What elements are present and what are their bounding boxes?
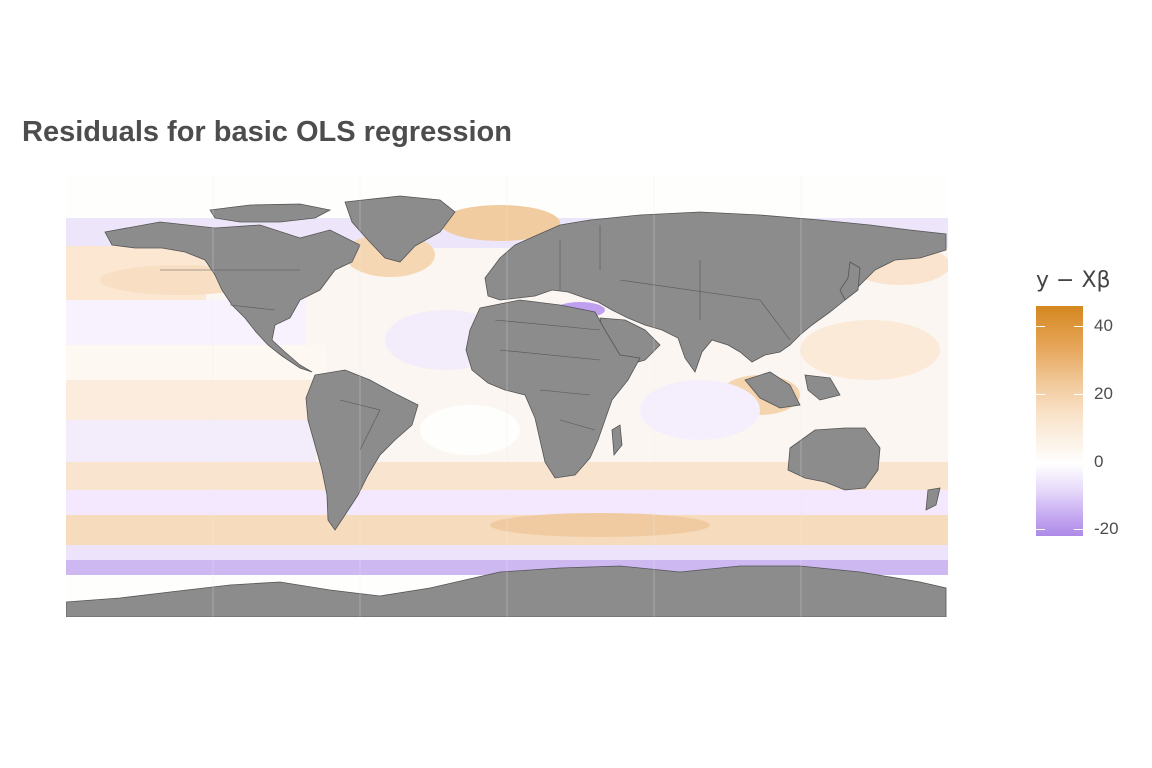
land-greenland	[344, 195, 456, 263]
land-africa	[465, 299, 641, 479]
map-title: Residuals for basic OLS regression	[22, 116, 512, 148]
land-north-america	[104, 221, 361, 373]
legend-tick-label: -20	[1094, 519, 1119, 539]
graticule	[212, 176, 802, 617]
legend-colorbar	[1036, 306, 1083, 536]
legend-tick-label: 40	[1094, 316, 1113, 336]
land-australia	[787, 427, 881, 491]
country-borders	[160, 225, 791, 451]
legend-tick-label: 0	[1094, 451, 1104, 471]
land-antarctica	[66, 565, 947, 617]
land-south-america	[305, 369, 419, 531]
legend-tick-label: 20	[1094, 383, 1113, 403]
legend-title: y − Xβ	[1036, 268, 1111, 293]
